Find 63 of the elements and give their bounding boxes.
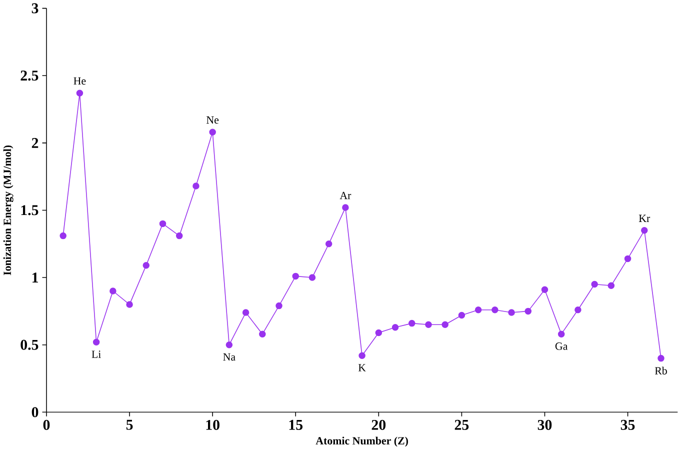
point bbox=[292, 272, 299, 280]
annotation: Li bbox=[92, 350, 101, 358]
point bbox=[392, 324, 399, 331]
x-tick-label: 30 bbox=[538, 420, 552, 430]
point bbox=[192, 182, 200, 190]
annotation: Ar bbox=[340, 192, 352, 200]
point bbox=[558, 330, 565, 338]
annotation: Ga bbox=[555, 342, 568, 350]
point bbox=[508, 309, 515, 316]
point bbox=[574, 306, 582, 314]
x-tick-label: 35 bbox=[620, 420, 635, 430]
point bbox=[226, 341, 233, 348]
point bbox=[60, 232, 66, 240]
point bbox=[641, 227, 648, 234]
point bbox=[126, 301, 133, 308]
point bbox=[308, 274, 316, 281]
point bbox=[259, 330, 266, 338]
point bbox=[492, 306, 498, 314]
x-tick-label: 20 bbox=[372, 420, 386, 430]
point bbox=[524, 308, 532, 315]
point bbox=[176, 232, 183, 240]
point bbox=[276, 302, 282, 310]
point bbox=[142, 262, 150, 269]
x-tick-label: 5 bbox=[126, 420, 133, 430]
annotation: He bbox=[74, 77, 86, 85]
point bbox=[76, 90, 84, 96]
point bbox=[591, 280, 598, 288]
point bbox=[624, 255, 632, 262]
annotation: Kr bbox=[638, 214, 650, 222]
point bbox=[92, 338, 100, 346]
point bbox=[474, 306, 482, 314]
point bbox=[458, 312, 466, 319]
x-axis-title: Atomic Number (Z) bbox=[316, 436, 408, 447]
point bbox=[608, 282, 615, 289]
point bbox=[658, 354, 664, 362]
y-tick-label: 0.5 bbox=[20, 340, 38, 350]
x-tick-label: 0 bbox=[43, 420, 50, 430]
x-tick-label: 10 bbox=[206, 420, 220, 430]
y-tick-label: 2.5 bbox=[20, 70, 38, 81]
point bbox=[159, 220, 166, 228]
x-tick-label: 15 bbox=[289, 420, 303, 430]
y-tick-label: 1 bbox=[32, 272, 38, 282]
x-tick-label: 25 bbox=[454, 420, 469, 430]
y-tick-label: 3 bbox=[32, 3, 38, 14]
annotation: Ne bbox=[206, 116, 219, 124]
y-tick-label: 0 bbox=[32, 407, 38, 418]
point bbox=[442, 321, 448, 328]
annotation: Rb bbox=[654, 366, 667, 374]
point bbox=[342, 204, 349, 211]
point bbox=[242, 309, 250, 316]
point bbox=[425, 321, 432, 328]
point bbox=[110, 288, 116, 294]
annotation: Na bbox=[223, 353, 236, 361]
annotation: K bbox=[358, 364, 366, 372]
y-tick-label: 2 bbox=[32, 138, 38, 148]
point bbox=[209, 128, 216, 136]
point bbox=[358, 352, 366, 359]
y-tick-label: 1.5 bbox=[21, 205, 38, 216]
point bbox=[541, 286, 548, 294]
point bbox=[325, 240, 332, 248]
point bbox=[408, 320, 416, 327]
y-axis-title: Ionization Energy (MJ/mol) bbox=[3, 145, 14, 276]
point bbox=[375, 329, 382, 336]
